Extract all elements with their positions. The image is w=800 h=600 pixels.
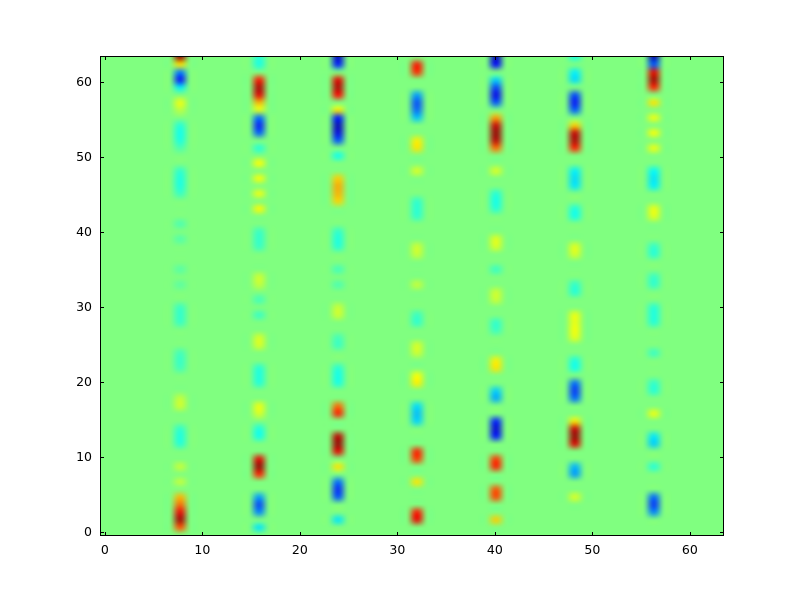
y-tick-left: [100, 232, 104, 234]
x-tick-bottom: [689, 532, 691, 536]
x-tick-top: [592, 56, 594, 60]
x-tick-bottom: [397, 532, 399, 536]
x-tick-label: 20: [291, 542, 308, 557]
y-tick-label: 60: [76, 74, 92, 89]
y-tick-label: 50: [76, 149, 92, 164]
y-tick-left: [100, 532, 104, 534]
y-tick-label: 10: [76, 449, 92, 464]
x-tick-bottom: [592, 532, 594, 536]
x-tick-label: 0: [100, 542, 109, 557]
x-tick-top: [299, 56, 301, 60]
y-tick-left: [100, 82, 104, 84]
y-tick-right: [720, 82, 724, 84]
x-tick-top: [104, 56, 106, 60]
y-tick-label: 20: [76, 374, 92, 389]
x-tick-label: 50: [584, 542, 601, 557]
x-tick-label: 30: [389, 542, 406, 557]
x-tick-label: 10: [194, 542, 211, 557]
x-tick-top: [494, 56, 496, 60]
heatmap-axes[interactable]: [100, 56, 724, 536]
x-tick-label: 40: [486, 542, 503, 557]
x-tick-bottom: [494, 532, 496, 536]
x-tick-top: [689, 56, 691, 60]
y-tick-left: [100, 382, 104, 384]
y-tick-label: 40: [76, 224, 92, 239]
y-tick-left: [100, 307, 104, 309]
y-tick-right: [720, 232, 724, 234]
y-tick-right: [720, 457, 724, 459]
x-tick-bottom: [299, 532, 301, 536]
x-tick-top: [397, 56, 399, 60]
y-tick-right: [720, 382, 724, 384]
y-tick-label: 0: [84, 524, 92, 539]
x-tick-label: 60: [681, 542, 698, 557]
y-tick-right: [720, 532, 724, 534]
y-tick-right: [720, 157, 724, 159]
x-tick-bottom: [202, 532, 204, 536]
heatmap-image: [101, 57, 723, 535]
x-tick-top: [202, 56, 204, 60]
y-tick-left: [100, 457, 104, 459]
x-tick-bottom: [104, 532, 106, 536]
y-tick-left: [100, 157, 104, 159]
y-tick-right: [720, 307, 724, 309]
y-tick-label: 30: [76, 299, 92, 314]
